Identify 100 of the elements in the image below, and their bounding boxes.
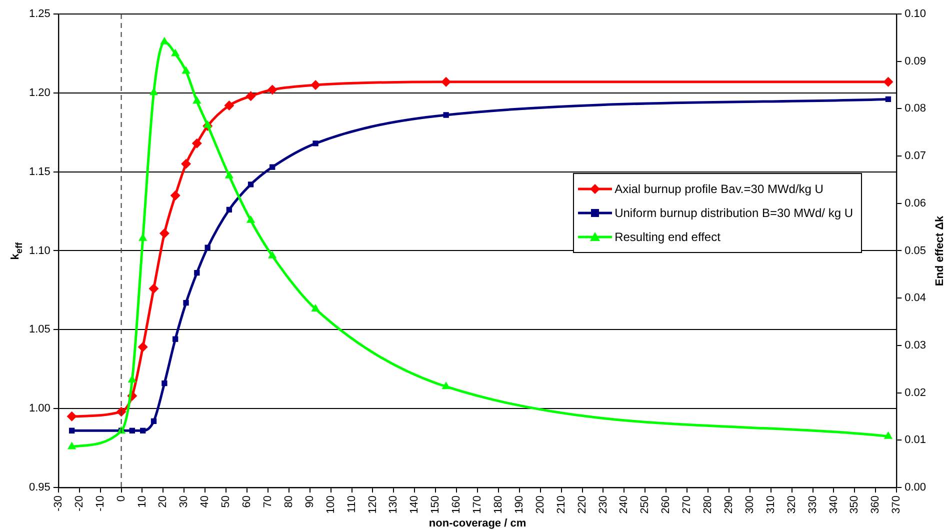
point bbox=[138, 342, 148, 352]
x-tick-label: 180 bbox=[492, 495, 504, 514]
legend-label: Resulting end effect bbox=[614, 230, 720, 244]
point bbox=[150, 418, 157, 424]
x-tick-label: 270 bbox=[681, 495, 694, 514]
point bbox=[885, 96, 892, 102]
x-tick-label: 130 bbox=[388, 495, 400, 514]
y-tick-label: 1.25 bbox=[28, 8, 50, 20]
x-tick-label: 310 bbox=[764, 495, 777, 514]
x-tick-label: 70 bbox=[262, 495, 274, 508]
point bbox=[224, 170, 234, 178]
x-tick-label: 40 bbox=[199, 495, 212, 508]
x-tick-label: 80 bbox=[282, 495, 295, 508]
y2-tick-label: 0.03 bbox=[904, 339, 926, 352]
point bbox=[310, 80, 321, 90]
point bbox=[312, 140, 318, 146]
point bbox=[140, 428, 146, 434]
point bbox=[268, 250, 277, 258]
point bbox=[159, 228, 170, 238]
point bbox=[129, 428, 135, 434]
point bbox=[248, 182, 254, 188]
point bbox=[270, 164, 276, 170]
point bbox=[192, 138, 202, 148]
point bbox=[66, 411, 77, 422]
x-tick-label: 110 bbox=[346, 495, 358, 513]
y2-tick-label: 0.09 bbox=[904, 55, 926, 68]
x-tick-label: 50 bbox=[220, 495, 232, 508]
x-tick-label: 240 bbox=[618, 495, 630, 514]
point bbox=[194, 270, 200, 276]
x-tick-label: 360 bbox=[870, 495, 882, 514]
y-tick-label: 1.00 bbox=[28, 402, 50, 415]
point bbox=[170, 190, 180, 200]
point bbox=[192, 96, 202, 104]
x-tick-label: 190 bbox=[513, 495, 526, 514]
x-tick-label: 260 bbox=[660, 495, 672, 514]
point bbox=[246, 91, 256, 102]
point bbox=[443, 112, 449, 118]
y2-axis-title: End effect Δk bbox=[934, 216, 946, 286]
x-tick-label: 210 bbox=[555, 495, 568, 514]
point bbox=[148, 284, 159, 294]
x-tick-label: 250 bbox=[639, 495, 652, 514]
y2-tick-label: 0.00 bbox=[904, 481, 926, 494]
point bbox=[226, 206, 232, 213]
x-tick-label: 120 bbox=[366, 495, 379, 514]
x-tick-label: 150 bbox=[430, 495, 442, 514]
point bbox=[441, 76, 452, 87]
point bbox=[884, 431, 893, 439]
y2-tick-label: 0.02 bbox=[904, 386, 926, 399]
y-tick-label: 1.15 bbox=[28, 166, 50, 178]
legend-label: Uniform burnup distribution B=30 MWd/ kg U bbox=[614, 206, 854, 220]
y2-tick-label: 0.08 bbox=[904, 102, 926, 115]
y2-tick-label: 0.05 bbox=[904, 244, 926, 257]
x-tick-label: 100 bbox=[324, 495, 337, 514]
x-tick-label: 90 bbox=[304, 495, 316, 508]
point bbox=[183, 300, 189, 306]
y2-tick-label: 0.01 bbox=[904, 434, 926, 446]
x-tick-label: -10 bbox=[94, 495, 106, 512]
x-tick-label: 30 bbox=[178, 495, 190, 508]
y2-tick-label: 0.10 bbox=[904, 8, 926, 20]
x-tick-label: 220 bbox=[576, 495, 588, 514]
x-tick-label: 160 bbox=[450, 495, 463, 514]
x-tick-label: 200 bbox=[534, 495, 546, 514]
y2-tick-label: 0.06 bbox=[904, 197, 926, 210]
y-tick-label: 1.10 bbox=[28, 244, 50, 257]
legend-label: Axial burnup profile Bav.=30 MWd/kg U bbox=[614, 182, 824, 196]
point bbox=[311, 304, 320, 312]
point bbox=[203, 120, 212, 128]
point bbox=[204, 244, 210, 250]
x-tick-label: 370 bbox=[890, 495, 903, 514]
point bbox=[181, 158, 192, 169]
x-tick-label: 230 bbox=[597, 495, 610, 514]
y2-tick-label: 0.04 bbox=[904, 292, 926, 304]
x-tick-label: 340 bbox=[828, 495, 840, 514]
point bbox=[883, 76, 894, 87]
x-tick-label: 140 bbox=[408, 495, 421, 514]
point bbox=[162, 380, 168, 386]
x-tick-label: 170 bbox=[472, 495, 484, 514]
x-tick-label: 20 bbox=[157, 495, 170, 508]
point bbox=[182, 66, 190, 74]
point bbox=[171, 48, 180, 56]
y-tick-label: 0.95 bbox=[28, 481, 50, 494]
point bbox=[442, 382, 450, 390]
x-tick-label: 350 bbox=[848, 495, 861, 514]
y2-tick-label: 0.07 bbox=[904, 150, 926, 162]
x-tick-label: -30 bbox=[52, 495, 64, 512]
point bbox=[67, 442, 76, 450]
point bbox=[224, 100, 234, 111]
x-tick-label: 280 bbox=[702, 495, 714, 514]
y-tick-label: 1.05 bbox=[28, 324, 50, 336]
point bbox=[172, 336, 178, 342]
x-tick-label: 320 bbox=[786, 495, 798, 514]
x-tick-label: 10 bbox=[136, 495, 148, 508]
y-tick-label: 1.20 bbox=[28, 86, 50, 99]
point bbox=[68, 428, 75, 434]
x-tick-label: 0 bbox=[115, 495, 128, 502]
x-tick-label: -20 bbox=[73, 495, 86, 512]
point bbox=[246, 215, 256, 223]
x-tick-label: 60 bbox=[241, 495, 254, 508]
point bbox=[267, 84, 278, 95]
x-tick-label: 290 bbox=[722, 495, 735, 514]
